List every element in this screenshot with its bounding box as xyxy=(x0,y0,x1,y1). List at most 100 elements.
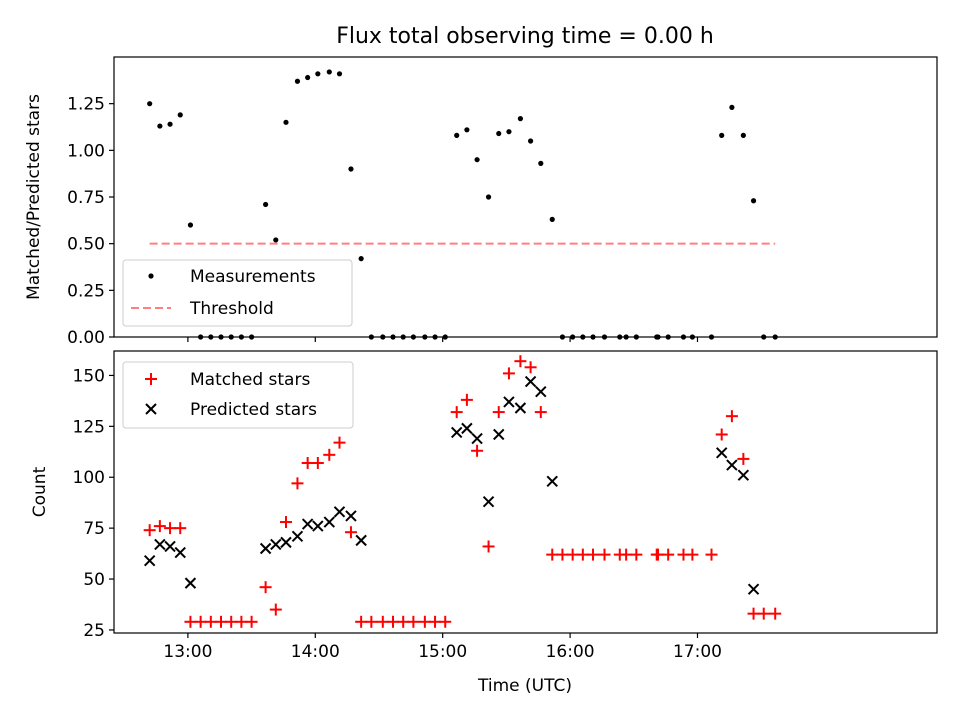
measurements-point xyxy=(474,157,480,163)
matched-point xyxy=(725,410,738,423)
matched-point xyxy=(482,540,495,553)
matched-point xyxy=(164,522,177,535)
matched-point xyxy=(566,548,579,561)
matched-point xyxy=(705,548,718,561)
measurements-point xyxy=(167,121,173,127)
matched-point xyxy=(686,548,699,561)
matched-point xyxy=(534,406,547,419)
bottom-legend: Matched stars Predicted stars xyxy=(122,361,354,429)
measurements-point xyxy=(496,130,502,137)
measurements-point xyxy=(273,237,279,243)
bottom-y-axis-label: Count xyxy=(30,466,50,517)
predicted-point xyxy=(143,555,156,567)
legend-matched-label: Matched stars xyxy=(190,370,310,390)
matched-point xyxy=(598,548,611,561)
matched-point xyxy=(387,615,400,628)
legend-predicted-label: Predicted stars xyxy=(190,400,317,420)
bottom-marks xyxy=(143,355,782,628)
top-y-tick-label: 0.00 xyxy=(67,328,105,348)
predicted-point xyxy=(333,506,346,518)
matched-point xyxy=(323,448,336,461)
bottom-y-tick-label: 150 xyxy=(73,366,105,386)
matched-point xyxy=(450,406,463,419)
x-axis-label: Time (UTC) xyxy=(477,676,572,696)
matched-point xyxy=(279,516,292,529)
matched-point xyxy=(418,615,431,628)
matched-point xyxy=(215,615,228,628)
matched-point xyxy=(514,355,527,368)
predicted-point xyxy=(154,538,166,551)
measurements-point xyxy=(157,123,163,129)
top-y-tick-label: 0.25 xyxy=(67,281,105,301)
matched-point xyxy=(630,548,643,561)
bottom-y-tick-label: 25 xyxy=(83,621,105,641)
predicted-point xyxy=(301,518,314,530)
top-x-ticks xyxy=(187,337,699,342)
matched-point xyxy=(204,615,217,628)
measurements-point xyxy=(527,138,534,144)
matched-point xyxy=(757,607,770,620)
top-y-tick-label: 1.25 xyxy=(67,95,105,115)
matched-point xyxy=(291,477,304,490)
matched-point xyxy=(174,522,187,535)
matched-point xyxy=(747,607,760,620)
measurements-point xyxy=(719,132,725,138)
matched-point xyxy=(429,615,442,628)
top-legend: Measurements Threshold xyxy=(122,259,353,327)
matched-point xyxy=(269,603,282,616)
legend-predicted-marker xyxy=(145,403,157,415)
panel-top: 0.00 0.25 0.50 0.75 1.00 1.25 Matched/Predict… xyxy=(24,56,938,348)
predicted-point xyxy=(747,583,760,595)
bottom-legend-box xyxy=(122,361,354,429)
matched-point xyxy=(259,581,272,594)
matched-point xyxy=(492,406,505,419)
measurements-point xyxy=(305,74,311,81)
measurements-point xyxy=(464,127,470,133)
measurements-point xyxy=(740,132,746,138)
measurements-point xyxy=(750,198,757,204)
matched-point xyxy=(737,452,750,465)
matched-point xyxy=(460,393,473,406)
measurements-point xyxy=(187,222,194,228)
matched-point xyxy=(439,615,452,628)
matched-point xyxy=(344,526,357,539)
legend-threshold-label: Threshold xyxy=(189,299,274,319)
predicted-point xyxy=(184,577,197,589)
measurements-point xyxy=(147,101,153,107)
predicted-point xyxy=(174,546,186,559)
bottom-x-ticks: 13:00 14:00 15:00 16:00 17:00 xyxy=(163,633,722,662)
predicted-point xyxy=(280,536,292,549)
matched-point xyxy=(397,615,410,628)
matched-point xyxy=(651,548,664,561)
predicted-point xyxy=(482,495,495,508)
predicted-point xyxy=(503,396,515,408)
matched-point xyxy=(225,615,238,628)
matched-point xyxy=(524,361,537,374)
matched-point xyxy=(407,615,420,628)
predicted-point xyxy=(461,422,473,435)
top-y-tick-label: 1.00 xyxy=(67,141,105,161)
predicted-point xyxy=(312,520,324,532)
legend-measurements-label: Measurements xyxy=(190,267,316,287)
bottom-y-tick-label: 125 xyxy=(73,417,105,437)
measurements-point xyxy=(315,71,321,77)
predicted-point xyxy=(270,538,282,551)
matched-point xyxy=(301,456,314,469)
predicted-point xyxy=(493,428,505,441)
top-y-axis-label: Matched/Predicted stars xyxy=(24,94,44,300)
predicted-point xyxy=(546,475,558,488)
matched-point xyxy=(715,428,728,441)
measurements-point xyxy=(294,78,301,84)
measurements-point xyxy=(538,160,544,166)
matched-point xyxy=(471,444,484,457)
predicted-point xyxy=(450,426,463,439)
legend-measurements-marker xyxy=(148,273,154,279)
measurements-point xyxy=(177,112,183,118)
matched-point xyxy=(311,456,324,469)
top-y-tick-label: 0.75 xyxy=(67,188,105,208)
matched-point xyxy=(587,548,600,561)
x-tick-label: 15:00 xyxy=(418,642,467,662)
top-legend-box xyxy=(122,259,353,327)
bottom-y-tick-label: 50 xyxy=(83,570,105,590)
